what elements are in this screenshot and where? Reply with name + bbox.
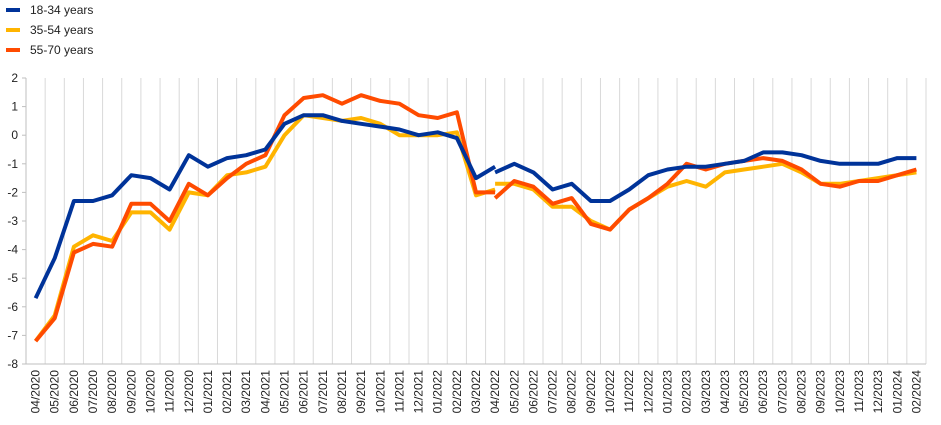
x-tick-label: 07/2023 — [775, 370, 789, 414]
x-tick-label: 12/2022 — [641, 370, 655, 414]
legend-label-35-54: 35-54 years — [30, 23, 94, 37]
x-tick-label: 05/2023 — [737, 370, 751, 414]
x-tick-label: 05/2020 — [48, 370, 62, 414]
x-tick-label: 04/2021 — [258, 370, 272, 414]
legend-item-35-54: 35-54 years — [6, 20, 93, 40]
x-tick-label: 10/2021 — [373, 370, 387, 414]
legend-swatch-35-54 — [6, 28, 20, 32]
x-tick-label: 02/2022 — [450, 370, 464, 414]
x-tick-label: 03/2022 — [469, 370, 483, 414]
x-tick-label: 09/2022 — [584, 370, 598, 414]
x-tick-label: 02/2024 — [909, 370, 923, 414]
legend-swatch-55-70 — [6, 48, 20, 52]
x-tick-label: 05/2021 — [278, 370, 292, 414]
x-tick-label: 04/2022 — [488, 370, 502, 414]
x-tick-label: 01/2024 — [890, 370, 904, 414]
x-tick-label: 06/2023 — [756, 370, 770, 414]
x-tick-label: 05/2022 — [507, 370, 521, 414]
legend-swatch-18-34 — [6, 8, 20, 12]
y-tick-label: -3 — [7, 214, 18, 228]
y-tick-label: -4 — [7, 243, 18, 257]
y-tick-label: -1 — [7, 157, 18, 171]
x-tick-label: 07/2020 — [86, 370, 100, 414]
x-tick-label: 04/2023 — [718, 370, 732, 414]
x-tick-label: 01/2022 — [431, 370, 445, 414]
x-tick-label: 02/2023 — [680, 370, 694, 414]
y-tick-label: -5 — [7, 271, 18, 285]
x-tick-label: 03/2023 — [699, 370, 713, 414]
x-tick-label: 08/2022 — [565, 370, 579, 414]
x-tick-label: 06/2022 — [526, 370, 540, 414]
x-tick-label: 03/2021 — [239, 370, 253, 414]
x-tick-label: 09/2023 — [814, 370, 828, 414]
x-tick-label: 10/2023 — [833, 370, 847, 414]
x-tick-label: 11/2021 — [392, 370, 406, 413]
x-tick-label: 08/2021 — [335, 370, 349, 414]
legend-label-18-34: 18-34 years — [30, 3, 94, 17]
legend-item-18-34: 18-34 years — [6, 0, 93, 20]
x-tick-label: 11/2023 — [852, 370, 866, 413]
x-tick-label: 08/2023 — [795, 370, 809, 414]
series-line-18-34-years — [494, 150, 917, 203]
x-tick-label: 09/2020 — [124, 370, 138, 414]
y-tick-label: -2 — [7, 185, 18, 199]
y-tick-label: 0 — [11, 128, 18, 142]
x-tick-label: 12/2021 — [412, 370, 426, 414]
x-tick-label: 12/2023 — [871, 370, 885, 414]
y-tick-label: 1 — [11, 100, 18, 114]
legend-label-55-70: 55-70 years — [30, 43, 94, 57]
legend-item-55-70: 55-70 years — [6, 40, 93, 60]
y-tick-label: -8 — [7, 357, 18, 371]
x-tick-label: 06/2021 — [297, 370, 311, 414]
chart-legend: 18-34 years 35-54 years 55-70 years — [6, 0, 93, 60]
y-tick-label: -7 — [7, 328, 18, 342]
x-tick-label: 11/2022 — [622, 370, 636, 413]
x-tick-label: 10/2020 — [143, 370, 157, 414]
y-tick-label: -6 — [7, 300, 18, 314]
x-tick-label: 11/2020 — [163, 370, 177, 413]
series-line-35-54-years — [495, 161, 917, 232]
x-tick-label: 09/2021 — [354, 370, 368, 414]
x-tick-label: 01/2023 — [660, 370, 674, 414]
x-tick-label: 07/2021 — [316, 370, 330, 414]
x-tick-label: 06/2020 — [67, 370, 81, 414]
x-tick-label: 07/2022 — [546, 370, 560, 414]
x-tick-label: 01/2021 — [201, 370, 215, 414]
y-tick-label: 2 — [11, 71, 18, 85]
x-tick-label: 08/2020 — [105, 370, 119, 414]
series-line-55-70-years — [493, 156, 917, 232]
series-line-18-34-years — [33, 113, 497, 300]
x-tick-label: 02/2021 — [220, 370, 234, 414]
x-tick-label: 10/2022 — [603, 370, 617, 414]
x-tick-label: 04/2020 — [29, 370, 43, 414]
series-line-55-70-years — [34, 93, 496, 343]
x-tick-label: 12/2020 — [182, 370, 196, 414]
